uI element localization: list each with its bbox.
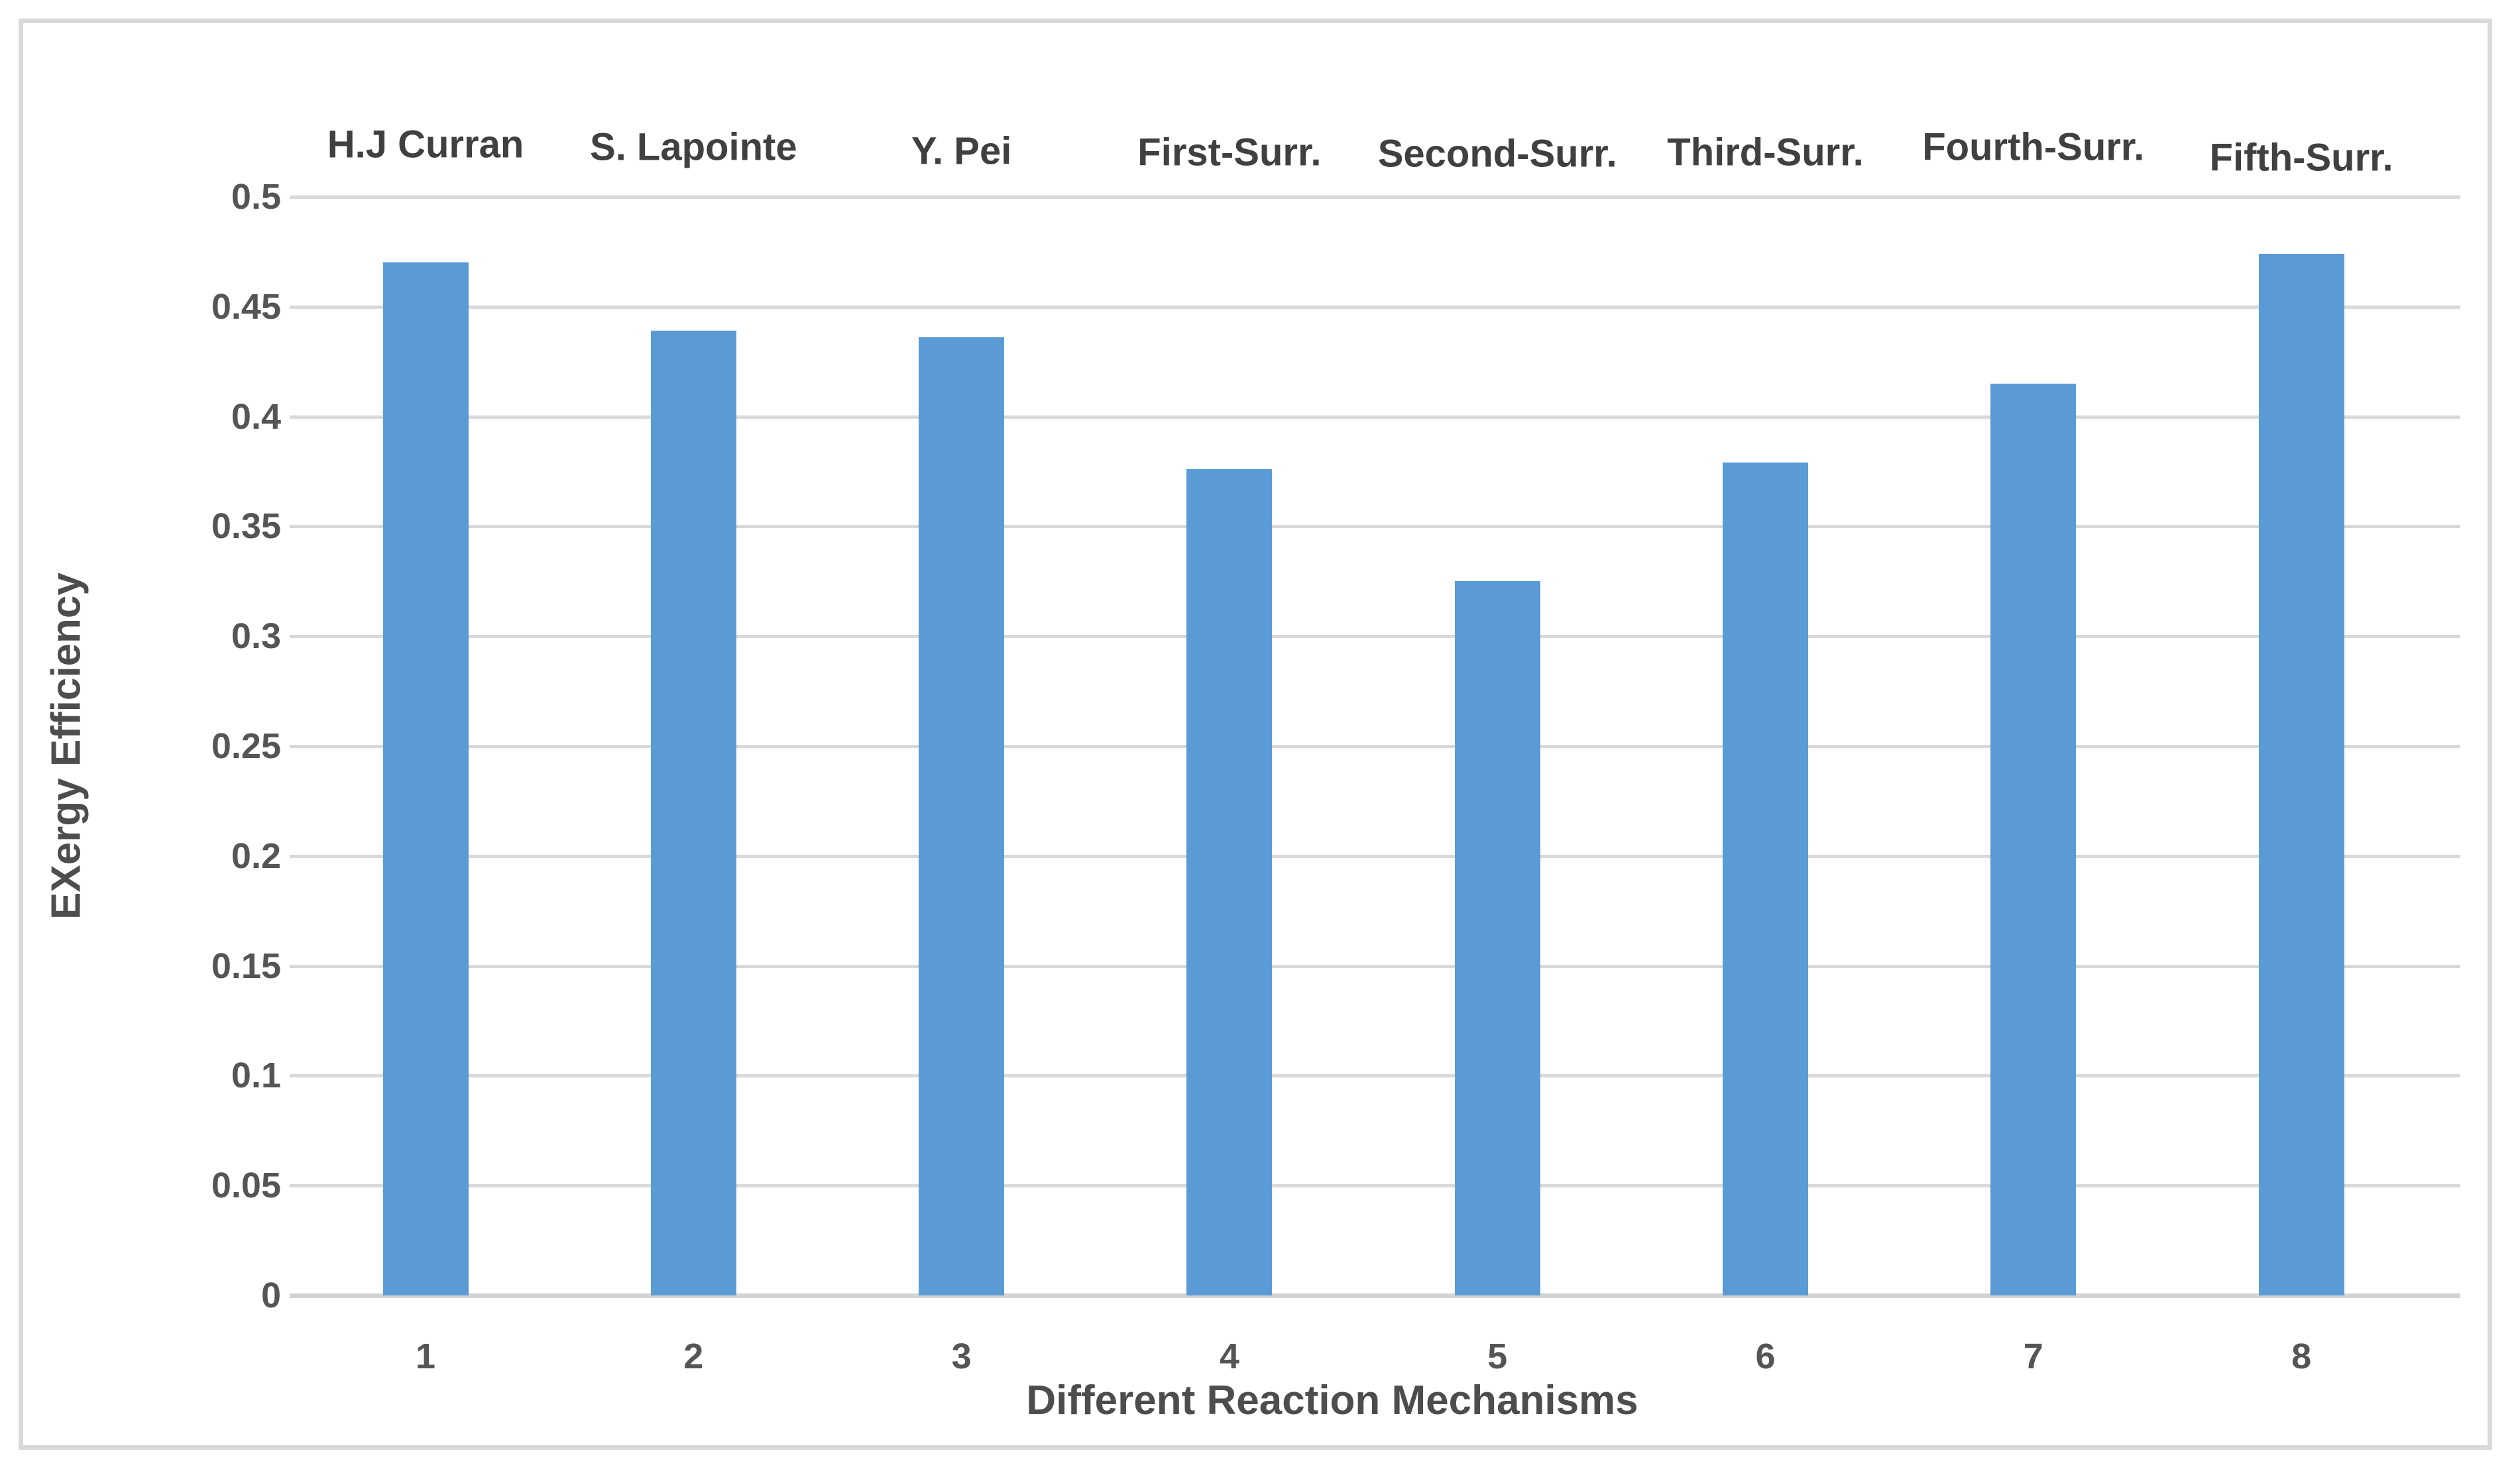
gridline [290, 964, 2460, 968]
y-tick-label: 0.1 [231, 1056, 281, 1096]
x-tick-label: 2 [683, 1337, 704, 1376]
bar [1454, 581, 1540, 1295]
bar [382, 262, 469, 1295]
gridline [290, 635, 2460, 639]
gridline [290, 854, 2460, 858]
x-tick-label: 8 [2291, 1337, 2312, 1376]
bar [1186, 469, 1273, 1295]
gridline [290, 415, 2460, 419]
bar-top-label: S. Lapointe [590, 125, 797, 169]
gridline [290, 305, 2460, 309]
gridline [290, 745, 2460, 748]
bar-top-label: First-Surr. [1137, 131, 1322, 174]
gridline [290, 525, 2460, 529]
gridline [290, 1074, 2460, 1078]
x-tick-label: 7 [2023, 1337, 2043, 1376]
y-tick-label: 0.45 [211, 286, 281, 327]
y-tick-label: 0.35 [211, 506, 281, 547]
y-tick-label: 0.5 [231, 177, 281, 217]
bar-top-label: H.J Curran [327, 123, 524, 166]
bar [650, 331, 736, 1295]
x-tick-label: 6 [1755, 1337, 1776, 1376]
x-axis-title: Different Reaction Mechanisms [1026, 1378, 1638, 1423]
x-axis-line [290, 1293, 2460, 1298]
x-tick-label: 5 [1487, 1337, 1508, 1376]
y-tick-label: 0.2 [231, 836, 281, 876]
gridline [290, 195, 2460, 199]
bar-top-label: Fifth-Surr. [2209, 136, 2393, 180]
y-tick-label: 0 [260, 1276, 281, 1315]
bar-top-label: Y. Pei [911, 129, 1012, 173]
bar [1723, 463, 1808, 1295]
y-tick-label: 0.25 [211, 726, 281, 766]
y-tick-label: 0.3 [231, 616, 281, 657]
bar-top-label: Fourth-Surr. [1922, 125, 2145, 169]
y-tick-label: 0.15 [211, 946, 281, 986]
x-tick-label: 4 [1219, 1337, 1239, 1376]
bar-top-label: Second-Surr. [1377, 132, 1617, 176]
y-tick-label: 0.4 [231, 396, 281, 437]
x-tick-label: 3 [951, 1337, 972, 1376]
x-tick-label: 1 [415, 1337, 436, 1376]
bar-top-label: Third-Surr. [1667, 131, 1864, 174]
gridline [290, 1184, 2460, 1188]
bar [919, 337, 1005, 1295]
bar [2258, 254, 2344, 1295]
bar [1990, 383, 2077, 1295]
y-tick-label: 0.05 [211, 1166, 281, 1206]
